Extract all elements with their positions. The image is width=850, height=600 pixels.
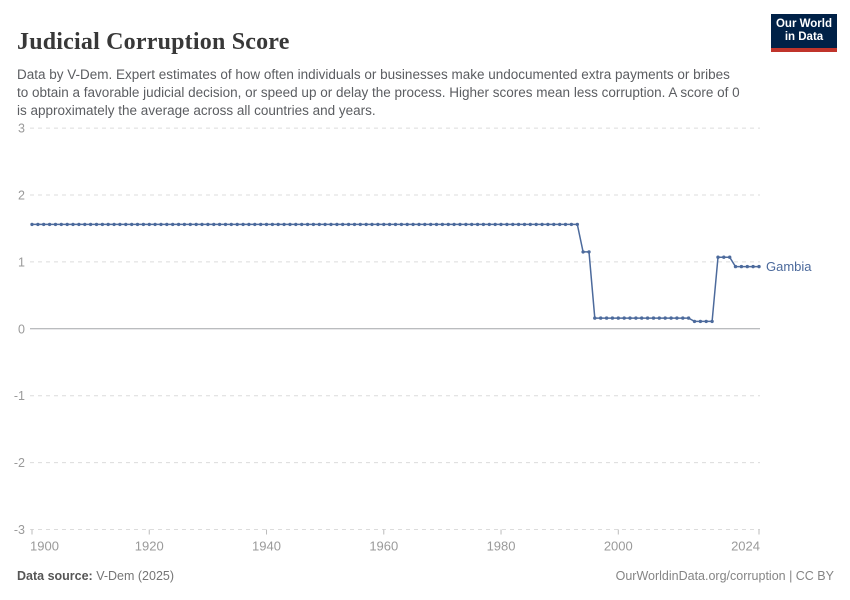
svg-text:-2: -2 xyxy=(14,456,25,470)
owid-logo-line2: in Data xyxy=(784,31,824,43)
series-markers-gambia[interactable] xyxy=(30,222,761,324)
svg-text:1900: 1900 xyxy=(30,539,59,554)
svg-text:2000: 2000 xyxy=(604,539,633,554)
svg-text:0: 0 xyxy=(18,322,25,336)
series-line-gambia[interactable] xyxy=(32,223,759,323)
svg-text:1980: 1980 xyxy=(487,539,516,554)
svg-text:-1: -1 xyxy=(14,389,25,403)
svg-text:3: 3 xyxy=(18,122,25,136)
svg-text:2024: 2024 xyxy=(731,539,760,554)
x-axis-labels: 1900 1920 1940 1960 1980 2000 2024 xyxy=(30,539,760,554)
attribution[interactable]: OurWorldinData.org/corruption | CC BY xyxy=(615,569,834,583)
y-gridlines xyxy=(30,127,760,530)
data-source: Data source: V-Dem (2025) xyxy=(17,569,174,583)
svg-text:-3: -3 xyxy=(14,523,25,537)
page-title: Judicial Corruption Score xyxy=(17,29,290,56)
data-source-value: V-Dem (2025) xyxy=(92,569,175,583)
owid-logo[interactable]: Our World in Data xyxy=(771,14,837,52)
svg-text:1960: 1960 xyxy=(369,539,398,554)
x-axis-ticks xyxy=(31,529,760,535)
series-end-label[interactable]: Gambia xyxy=(766,259,812,274)
svg-text:1940: 1940 xyxy=(252,539,281,554)
svg-text:1920: 1920 xyxy=(135,539,164,554)
owid-logo-line1: Our World xyxy=(775,18,832,30)
data-source-label: Data source: xyxy=(17,569,93,583)
chart-subtitle: Data by V-Dem. Expert estimates of how o… xyxy=(17,66,740,118)
svg-text:1: 1 xyxy=(18,255,25,269)
svg-text:2: 2 xyxy=(18,189,25,203)
y-axis-labels: 3 2 1 0 -1 -2 -3 xyxy=(14,122,25,537)
